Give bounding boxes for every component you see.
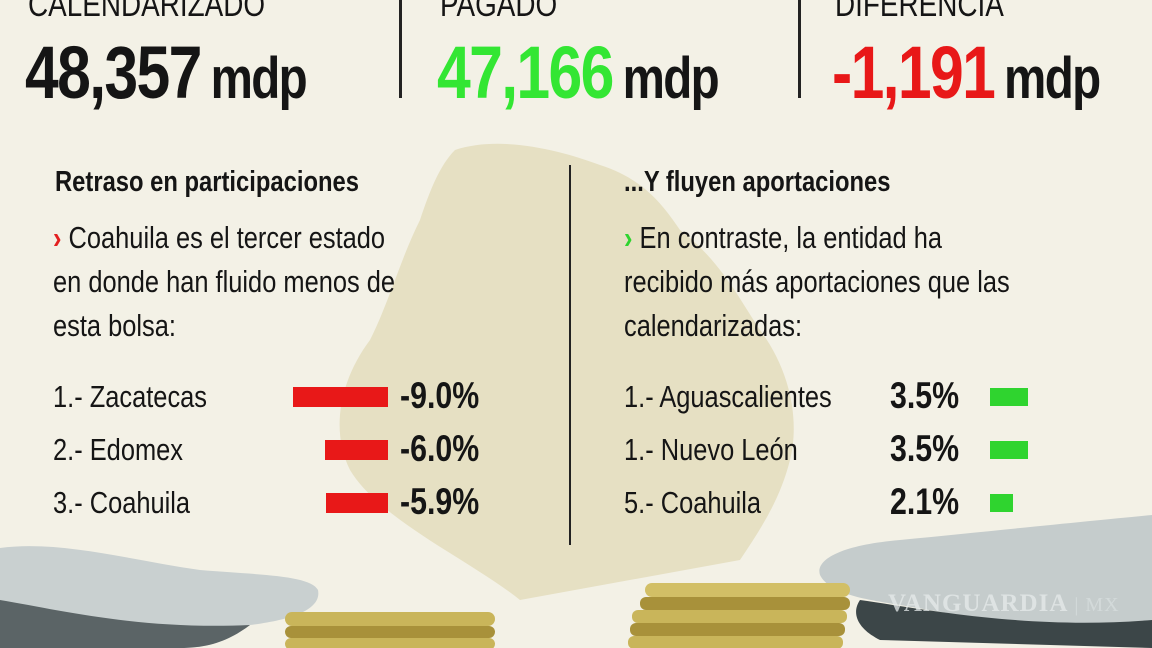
- center-divider: [569, 165, 571, 545]
- bar: [990, 388, 1028, 406]
- category-label: 2.- Edomex: [53, 432, 183, 467]
- coin-stack-right: [628, 583, 850, 648]
- bar: [990, 441, 1028, 459]
- category-label: 1.- Zacatecas: [53, 379, 208, 414]
- left-heading: Retraso en participaciones: [55, 166, 359, 198]
- category-label: 5.- Coahuila: [624, 485, 762, 520]
- data-label: -5.9%: [400, 481, 480, 522]
- right-hand: [819, 515, 1152, 648]
- divider: [798, 0, 801, 98]
- chevron-icon: ›: [53, 220, 62, 255]
- bar: [324, 440, 388, 460]
- data-label: 3.5%: [890, 375, 960, 416]
- diferencia-label: DIFERENCIA: [835, 0, 1004, 24]
- divider: [399, 0, 402, 98]
- data-label: 2.1%: [890, 481, 960, 522]
- coin-stack-left: [285, 612, 495, 648]
- left-description: › Coahuila es el tercer estado en donde …: [53, 220, 396, 343]
- pagado-value: 47,166 mdp: [437, 31, 720, 114]
- data-label: -6.0%: [400, 428, 480, 469]
- right-heading: ...Y fluyen aportaciones: [624, 166, 891, 198]
- chevron-icon: ›: [624, 220, 633, 255]
- data-label: -9.0%: [400, 375, 480, 416]
- data-label: 3.5%: [890, 428, 960, 469]
- category-label: 3.- Coahuila: [53, 485, 191, 520]
- vanguardia-watermark: VANGUARDIA | MX: [888, 590, 1120, 617]
- category-label: 1.- Aguascalientes: [624, 379, 832, 414]
- calendarizado-value: 48,357 mdp: [25, 31, 308, 114]
- pagado-label: PAGADO: [440, 0, 558, 24]
- category-label: 1.- Nuevo León: [624, 432, 798, 467]
- bar: [293, 387, 388, 407]
- diferencia-value: -1,191 mdp: [832, 31, 1101, 114]
- bar: [990, 494, 1013, 512]
- bar: [325, 493, 388, 513]
- calendarizado-label: CALENDARIZADO: [28, 0, 266, 24]
- right-description: › En contraste, la entidad ha recibido m…: [624, 220, 1010, 343]
